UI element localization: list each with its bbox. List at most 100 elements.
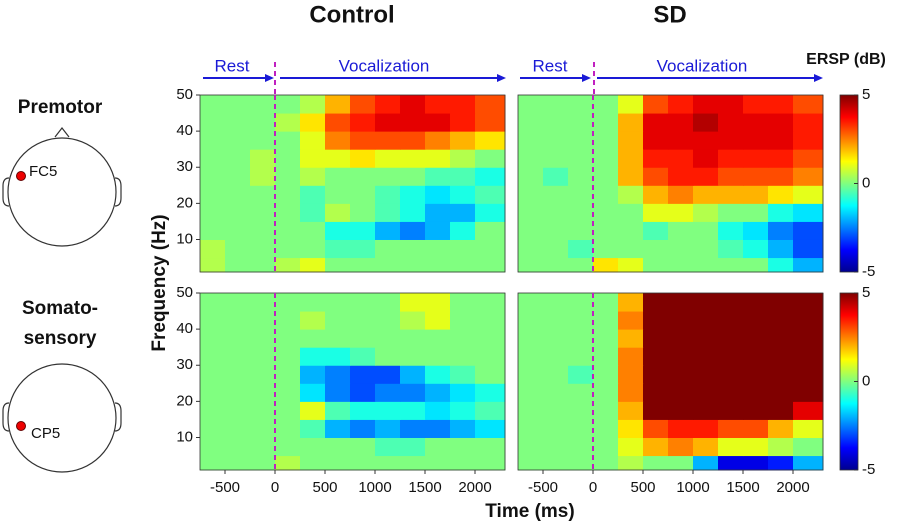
- heat-cell: [425, 221, 451, 240]
- x-tick-label: -500: [528, 479, 558, 496]
- panel-frame: [517, 292, 824, 471]
- heat-cell: [693, 95, 719, 114]
- heat-cell: [200, 185, 226, 204]
- heat-cell: [475, 329, 506, 348]
- heat-cell: [475, 383, 506, 402]
- heat-cell: [643, 131, 669, 150]
- heat-cell: [400, 221, 426, 240]
- heat-cell: [425, 347, 451, 366]
- heat-cell: [400, 383, 426, 402]
- heat-cell: [325, 167, 351, 186]
- heat-cell: [793, 95, 824, 114]
- heat-cell: [450, 365, 476, 384]
- heat-cell: [568, 293, 594, 312]
- heat-cell: [643, 455, 669, 471]
- heat-cell: [350, 401, 376, 420]
- heat-cell: [643, 149, 669, 168]
- phase-label: Rest: [215, 56, 250, 75]
- heat-cell: [400, 149, 426, 168]
- electrode-label: CP5: [31, 425, 60, 442]
- heat-cell: [475, 113, 506, 132]
- heat-cell: [593, 419, 619, 438]
- heat-cell: [768, 131, 794, 150]
- phase-label: Rest: [533, 56, 568, 75]
- heat-cell: [275, 401, 301, 420]
- heat-cell: [643, 329, 669, 348]
- heat-cell: [618, 401, 644, 420]
- heat-cell: [693, 437, 719, 457]
- heat-cell: [643, 203, 669, 222]
- phase-label: Vocalization: [339, 56, 430, 75]
- heat-cell: [375, 95, 401, 114]
- heat-cell: [743, 257, 769, 273]
- heat-cell: [793, 455, 824, 471]
- heat-cell: [743, 221, 769, 240]
- heat-cell: [568, 419, 594, 438]
- heat-cell: [225, 365, 251, 384]
- heat-cell: [793, 167, 824, 186]
- heat-cell: [425, 437, 451, 457]
- heat-cell: [250, 293, 276, 312]
- heat-cell: [568, 221, 594, 240]
- heat-cell: [668, 257, 694, 273]
- heat-cell: [743, 365, 769, 384]
- heat-cell: [593, 383, 619, 402]
- heat-cell: [325, 311, 351, 330]
- heat-cell: [325, 455, 351, 471]
- heat-cell: [300, 203, 326, 222]
- heat-cell: [718, 365, 744, 384]
- heat-cell: [275, 455, 301, 471]
- heat-cell: [375, 401, 401, 420]
- heat-cell: [475, 239, 506, 259]
- heat-cell: [543, 401, 569, 420]
- heat-cell: [593, 329, 619, 348]
- heat-cell: [200, 419, 226, 438]
- heat-cell: [475, 401, 506, 420]
- heat-cell: [275, 383, 301, 402]
- heat-cell: [668, 203, 694, 222]
- heat-cell: [543, 347, 569, 366]
- heat-cell: [518, 257, 544, 273]
- heat-cell: [225, 347, 251, 366]
- region-label: Premotor: [18, 97, 103, 118]
- heat-cell: [275, 239, 301, 259]
- heat-cell: [618, 239, 644, 259]
- heat-cell: [543, 113, 569, 132]
- heat-cell: [518, 383, 544, 402]
- heat-cell: [350, 131, 376, 150]
- heat-cell: [425, 365, 451, 384]
- heat-cell: [768, 95, 794, 114]
- heat-cell: [718, 401, 744, 420]
- heat-cell: [543, 95, 569, 114]
- heat-cell: [225, 329, 251, 348]
- heat-cell: [543, 131, 569, 150]
- heat-cell: [743, 239, 769, 259]
- heat-cell: [375, 131, 401, 150]
- heat-cell: [593, 401, 619, 420]
- heat-cell: [618, 437, 644, 457]
- heat-cell: [593, 185, 619, 204]
- heat-cell: [275, 167, 301, 186]
- heat-cell: [250, 365, 276, 384]
- heat-cell: [568, 437, 594, 457]
- heat-cell: [518, 365, 544, 384]
- heat-cell: [225, 419, 251, 438]
- heat-cell: [593, 95, 619, 114]
- heat-cell: [225, 185, 251, 204]
- heat-cell: [400, 239, 426, 259]
- heat-cell: [300, 329, 326, 348]
- x-tick-label: 2000: [458, 479, 491, 496]
- heat-cell: [375, 185, 401, 204]
- heat-cell: [518, 293, 544, 312]
- heat-cell: [743, 347, 769, 366]
- heat-cell: [300, 419, 326, 438]
- heat-cell: [450, 113, 476, 132]
- heat-cell: [275, 221, 301, 240]
- heat-cell: [693, 365, 719, 384]
- heat-cell: [375, 149, 401, 168]
- heat-cell: [543, 329, 569, 348]
- heat-cell: [375, 437, 401, 457]
- heat-cell: [200, 311, 226, 330]
- heat-cell: [200, 167, 226, 186]
- heat-cell: [275, 329, 301, 348]
